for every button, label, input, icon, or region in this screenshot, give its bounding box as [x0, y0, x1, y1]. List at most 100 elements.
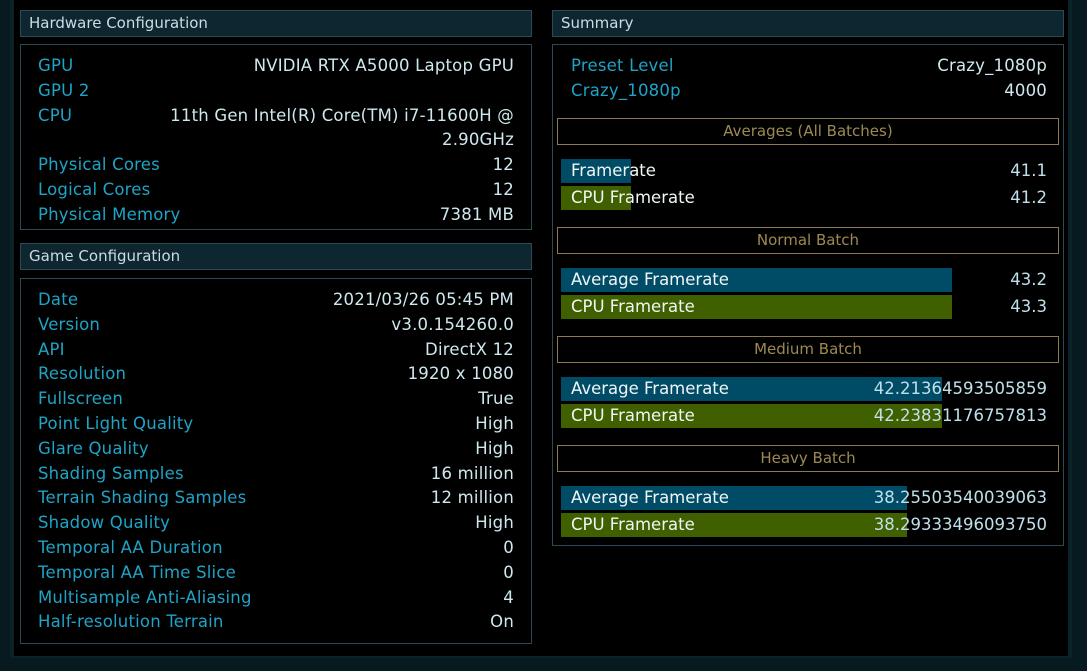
config-row: Logical Cores 12: [38, 178, 514, 203]
row-label: Crazy_1080p: [571, 80, 681, 100]
config-row: Preset Level Crazy_1080p: [571, 54, 1047, 79]
row-label: CPU: [38, 105, 73, 125]
row-label: Shadow Quality: [38, 513, 171, 533]
row-value: 16 million: [430, 463, 514, 483]
config-row: Physical Cores 12: [38, 153, 514, 178]
bar-label: Average Framerate: [571, 379, 729, 398]
config-row: Physical Memory 7381 MB: [38, 203, 514, 228]
row-label: GPU 2: [38, 80, 90, 100]
config-row-continued: 2.90GHz: [38, 128, 514, 153]
row-label: Glare Quality: [38, 438, 149, 458]
bar-value: 38.29333496093750: [873, 515, 1047, 534]
bar-fill: [561, 186, 631, 210]
row-label: GPU: [38, 56, 74, 75]
row-label: Terrain Shading Samples: [38, 488, 247, 508]
config-row: Date 2021/03/26 05:45 PM: [38, 288, 514, 313]
bar-fill: [561, 513, 908, 537]
row-label: Temporal AA Time Slice: [38, 562, 236, 582]
row-label: Point Light Quality: [38, 413, 194, 433]
bar-fill: [561, 486, 908, 510]
config-row: Resolution 1920 x 1080: [38, 362, 514, 387]
framerate-bar: Average Framerate 38.25503540039063: [561, 486, 1047, 510]
config-row: Shading Samples 16 million: [38, 462, 514, 487]
bar-value: 43.3: [1010, 297, 1047, 316]
row-value: v3.0.154260.0: [391, 314, 514, 334]
framerate-bar: CPU Framerate 38.29333496093750: [561, 513, 1047, 537]
row-label: API: [38, 339, 65, 359]
framerate-bar: Average Framerate 43.2: [561, 268, 1047, 292]
row-label: Preset Level: [571, 56, 674, 75]
bar-label: Average Framerate: [571, 270, 729, 289]
row-value: 4000: [1004, 80, 1047, 100]
row-value: 1920 x 1080: [407, 364, 514, 384]
section-header: Medium Batch: [557, 336, 1059, 363]
config-row: Point Light Quality High: [38, 412, 514, 437]
row-label: Version: [38, 314, 101, 334]
game-config-box: [20, 278, 532, 644]
bar-value: 43.2: [1010, 270, 1047, 289]
section-header: Normal Batch: [557, 227, 1059, 254]
row-value: 12: [492, 155, 514, 175]
framerate-bar: Average Framerate 42.21364593505859: [561, 377, 1047, 401]
config-row: Crazy_1080p 4000: [571, 79, 1047, 104]
row-label: Physical Memory: [38, 204, 181, 224]
row-label: Physical Cores: [38, 155, 160, 175]
row-value: True: [478, 389, 514, 409]
game-config-list: Date 2021/03/26 05:45 PM Version v3.0.15426…: [38, 288, 514, 635]
bar-label: Average Framerate: [571, 488, 729, 507]
section-header: Heavy Batch: [557, 445, 1059, 472]
row-value: Crazy_1080p: [937, 56, 1047, 75]
row-value: High: [475, 438, 514, 458]
summary-list: Preset Level Crazy_1080p Crazy_1080p 4000: [571, 54, 1047, 104]
row-label: Logical Cores: [38, 179, 151, 199]
hardware-config-box: [20, 44, 532, 230]
row-value: High: [475, 413, 514, 433]
bar-fill: [561, 268, 953, 292]
bar-label: CPU Framerate: [571, 406, 695, 425]
config-row: Temporal AA Time Slice 0: [38, 561, 514, 586]
row-label: Resolution: [38, 364, 127, 384]
config-row: API DirectX 12: [38, 338, 514, 363]
row-value: NVIDIA RTX A5000 Laptop GPU: [253, 56, 514, 75]
bar-value: 42.23831176757813: [873, 406, 1047, 425]
row-value: High: [475, 513, 514, 533]
row-value: 0: [503, 562, 514, 582]
bar-value: 38.25503540039063: [873, 488, 1047, 507]
bar-label: Framerate: [571, 161, 656, 180]
config-row: Glare Quality High: [38, 437, 514, 462]
config-row: Shadow Quality High: [38, 511, 514, 536]
bar-fill: [561, 377, 943, 401]
row-value: On: [490, 612, 514, 632]
game-config-header: Game Configuration: [20, 243, 532, 270]
config-row: Version v3.0.154260.0: [38, 313, 514, 338]
bar-value: 41.2: [1010, 188, 1047, 207]
hardware-config-list: GPU NVIDIA RTX A5000 Laptop GPU GPU 2 CPU 11…: [38, 54, 514, 228]
row-label: Fullscreen: [38, 389, 124, 409]
row-value: DirectX 12: [425, 339, 514, 359]
config-row: GPU NVIDIA RTX A5000 Laptop GPU: [38, 54, 514, 79]
row-label: Shading Samples: [38, 463, 184, 483]
bar-fill: [561, 404, 943, 428]
row-value: 7381 MB: [439, 204, 514, 224]
config-row: Temporal AA Duration 0: [38, 536, 514, 561]
row-value: 12: [492, 179, 514, 199]
row-label: Temporal AA Duration: [38, 537, 223, 557]
config-row: GPU 2: [38, 79, 514, 104]
row-value: 11th Gen Intel(R) Core(TM) i7-11600H @: [170, 105, 514, 125]
framerate-bar: CPU Framerate 42.23831176757813: [561, 404, 1047, 428]
row-value: 0: [503, 537, 514, 557]
row-value: 2.90GHz: [442, 130, 514, 150]
framerate-bar: CPU Framerate 41.2: [561, 186, 1047, 210]
bar-value: 42.21364593505859: [873, 379, 1047, 398]
bar-label: CPU Framerate: [571, 188, 695, 207]
config-row: Multisample Anti-Aliasing 4: [38, 586, 514, 611]
row-value: 2021/03/26 05:45 PM: [332, 290, 514, 309]
hardware-config-header: Hardware Configuration: [20, 10, 532, 37]
config-row: Fullscreen True: [38, 387, 514, 412]
bar-value: 41.1: [1010, 161, 1047, 180]
section-header: Averages (All Batches): [557, 118, 1059, 145]
bar-label: CPU Framerate: [571, 515, 695, 534]
config-row: Terrain Shading Samples 12 million: [38, 486, 514, 511]
config-row: CPU 11th Gen Intel(R) Core(TM) i7-11600H …: [38, 104, 514, 129]
row-label: Multisample Anti-Aliasing: [38, 587, 252, 607]
